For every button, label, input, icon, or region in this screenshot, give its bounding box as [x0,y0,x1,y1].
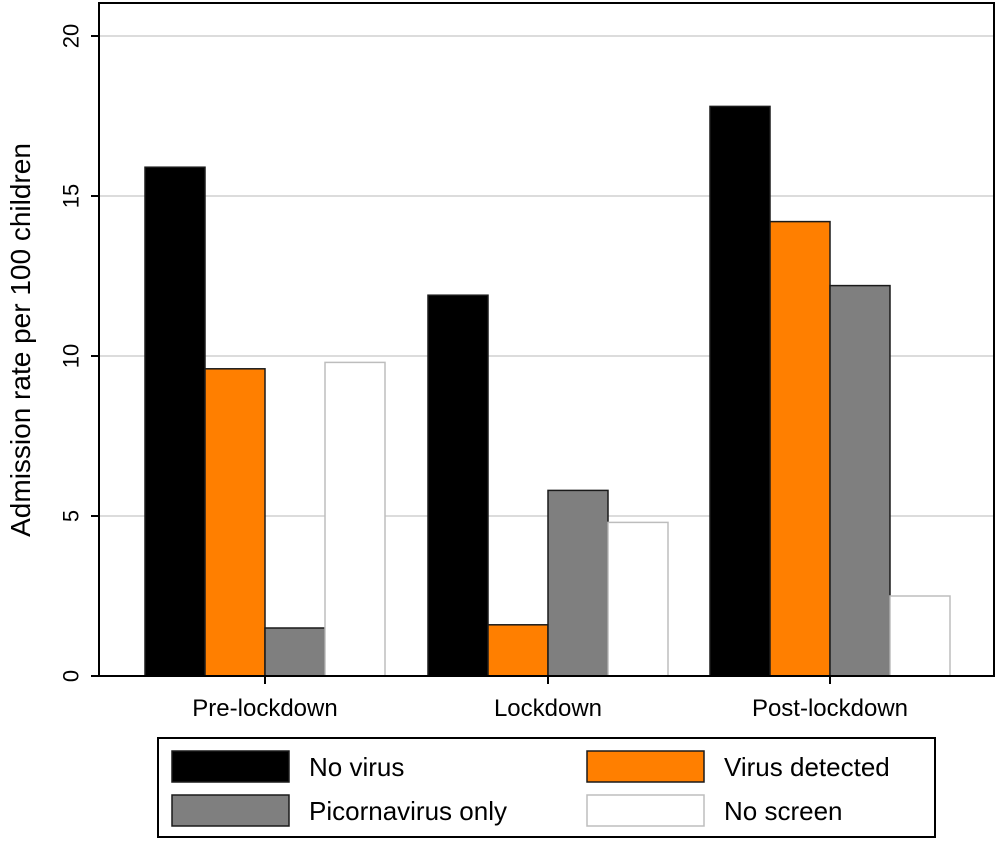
legend-label: Virus detected [724,752,890,782]
legend-label: Picornavirus only [309,796,507,826]
legend-label: No virus [309,752,404,782]
x-category-label: Lockdown [494,695,602,722]
bar-virus-detected-lockdown [487,624,549,677]
legend-label: No screen [724,796,843,826]
y-tick-label: 0 [59,670,84,682]
y-tick-label: 15 [59,184,84,208]
y-tick-label: 10 [59,344,84,368]
bar-no-screen-pre-lockdown [324,361,386,677]
y-tick-label: 20 [59,24,84,48]
bar-picornavirus-only-lockdown [547,489,609,677]
legend: No virus Virus detected Picornavirus only N… [157,737,936,838]
bar-no-screen-lockdown [607,521,669,677]
bar-virus-detected-post-lockdown [769,220,831,677]
bar-no-virus-pre-lockdown [144,166,206,677]
bar-no-virus-lockdown [427,294,489,677]
y-axis-ticks: 0 5 10 15 20 [59,24,99,682]
bar-no-virus-post-lockdown [709,105,771,677]
x-axis-labels: Pre-lockdown Lockdown Post-lockdown [192,676,908,722]
bars [144,105,951,677]
x-category-label: Post-lockdown [752,695,908,722]
bar-picornavirus-only-pre-lockdown [264,627,326,677]
legend-swatch [586,794,705,827]
legend-swatch [171,794,290,827]
plot-frame [98,2,995,677]
y-tick-label: 5 [59,510,84,522]
legend-swatch [171,750,290,783]
legend-swatch [586,750,705,783]
y-axis-title: Admission rate per 100 children [5,143,36,537]
bar-picornavirus-only-post-lockdown [829,284,891,677]
x-category-label: Pre-lockdown [192,695,337,722]
bar-virus-detected-pre-lockdown [204,368,266,677]
bar-no-screen-post-lockdown [889,595,951,677]
